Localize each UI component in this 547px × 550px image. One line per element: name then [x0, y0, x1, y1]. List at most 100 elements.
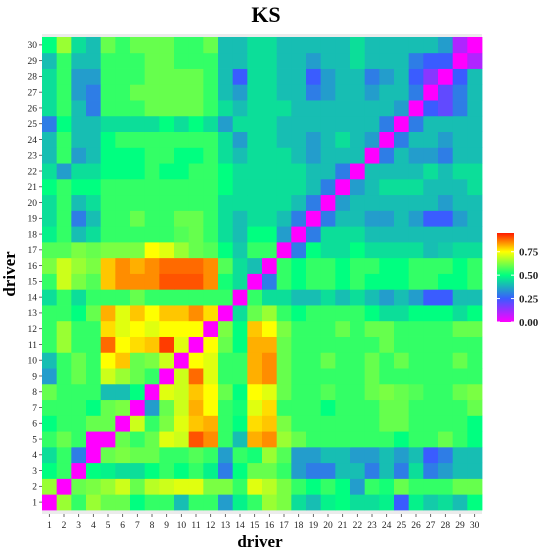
- heatmap-cell: [335, 131, 351, 148]
- heatmap-cell: [203, 383, 219, 401]
- heatmap-cell: [159, 415, 175, 432]
- heatmap-cell: [174, 494, 190, 511]
- heatmap-cell: [423, 368, 439, 385]
- heatmap-cell: [452, 115, 468, 132]
- heatmap-cell: [306, 305, 322, 322]
- heatmap-cell: [71, 100, 87, 117]
- heatmap-cell: [320, 100, 336, 117]
- y-tick-label: 10: [28, 357, 38, 367]
- heatmap-cell: [115, 415, 131, 432]
- heatmap-cell: [42, 194, 58, 211]
- heatmap-cell: [71, 446, 87, 464]
- heatmap-cell: [467, 226, 483, 243]
- heatmap-cell: [174, 68, 190, 85]
- heatmap-cell: [335, 415, 351, 432]
- heatmap-cell: [320, 241, 336, 259]
- heatmap-cell: [350, 320, 366, 337]
- heatmap-cell: [379, 399, 395, 416]
- heatmap-cell: [174, 115, 190, 132]
- heatmap-cell: [86, 100, 102, 117]
- y-tick-label: 2: [32, 483, 37, 493]
- heatmap-cell: [130, 415, 146, 432]
- heatmap-cell: [452, 100, 468, 117]
- heatmap-cell: [452, 336, 468, 353]
- heatmap-cell: [144, 241, 160, 259]
- heatmap-cell: [408, 52, 424, 69]
- heatmap-cell: [276, 494, 292, 511]
- heatmap-cell: [56, 131, 72, 148]
- heatmap-cell: [320, 210, 336, 227]
- heatmap-cell: [408, 289, 424, 306]
- heatmap-cell: [100, 100, 116, 117]
- heatmap-cell: [100, 257, 116, 274]
- heatmap-cell: [247, 210, 263, 227]
- heatmap-cell: [350, 368, 366, 385]
- heatmap-cell: [232, 115, 248, 132]
- heatmap-cell: [174, 446, 190, 464]
- heatmap-cell: [130, 178, 146, 196]
- heatmap-cell: [423, 163, 439, 180]
- x-tick-label: 5: [106, 521, 111, 531]
- heatmap-cell: [350, 494, 366, 511]
- heatmap-cell: [423, 226, 439, 243]
- heatmap-cell: [320, 478, 336, 495]
- heatmap-cell: [232, 462, 248, 479]
- heatmap-cell: [350, 289, 366, 306]
- heatmap-cell: [379, 305, 395, 322]
- heatmap-cell: [467, 147, 483, 164]
- heatmap-cell: [276, 52, 292, 69]
- heatmap-cell: [188, 415, 204, 432]
- heatmap-cell: [408, 320, 424, 337]
- heatmap-cell: [115, 163, 131, 180]
- heatmap-cell: [86, 462, 102, 479]
- x-tick-label: 28: [441, 521, 451, 531]
- heatmap-cell: [218, 305, 234, 322]
- heatmap-cell: [56, 226, 72, 243]
- heatmap-cell: [408, 241, 424, 259]
- heatmap-cell: [203, 100, 219, 117]
- heatmap-cell: [42, 210, 58, 227]
- heatmap-cell: [42, 494, 58, 511]
- heatmap-cell: [467, 415, 483, 432]
- heatmap-cell: [423, 305, 439, 322]
- heatmap-cell: [130, 210, 146, 227]
- heatmap-cell: [188, 131, 204, 148]
- y-tick-label: 3: [32, 467, 37, 477]
- heatmap-cell: [262, 115, 278, 132]
- heatmap-cell: [379, 52, 395, 69]
- heatmap-cell: [467, 289, 483, 306]
- chart-title: KS: [251, 2, 280, 27]
- heatmap-cell: [100, 210, 116, 227]
- heatmap-cell: [144, 84, 160, 101]
- heatmap-cell: [379, 100, 395, 117]
- heatmap-cell: [56, 194, 72, 211]
- heatmap-cell: [379, 446, 395, 464]
- heatmap-cell: [86, 494, 102, 511]
- heatmap-cell: [394, 431, 410, 448]
- heatmap-cell: [423, 383, 439, 401]
- heatmap-cell: [130, 478, 146, 495]
- heatmap-cell: [291, 446, 307, 464]
- heatmap-cell: [467, 431, 483, 448]
- heatmap-cell: [218, 352, 234, 369]
- heatmap-cell: [320, 257, 336, 274]
- heatmap-cell: [218, 84, 234, 101]
- heatmap-cell: [467, 320, 483, 337]
- heatmap-cell: [232, 131, 248, 148]
- heatmap-cell: [42, 68, 58, 85]
- heatmap-cell: [364, 226, 380, 243]
- heatmap-cell: [262, 241, 278, 259]
- heatmap-cell: [188, 462, 204, 479]
- heatmap-cell: [452, 178, 468, 196]
- heatmap-cell: [86, 446, 102, 464]
- x-tick-label: 21: [338, 521, 348, 531]
- heatmap-cell: [276, 368, 292, 385]
- heatmap-cell: [364, 100, 380, 117]
- heatmap-cell: [71, 478, 87, 495]
- y-tick-label: 18: [28, 230, 38, 240]
- heatmap-cell: [144, 462, 160, 479]
- heatmap-cell: [438, 289, 454, 306]
- heatmap-cell: [408, 84, 424, 101]
- heatmap-cell: [174, 368, 190, 385]
- heatmap-cell: [364, 352, 380, 369]
